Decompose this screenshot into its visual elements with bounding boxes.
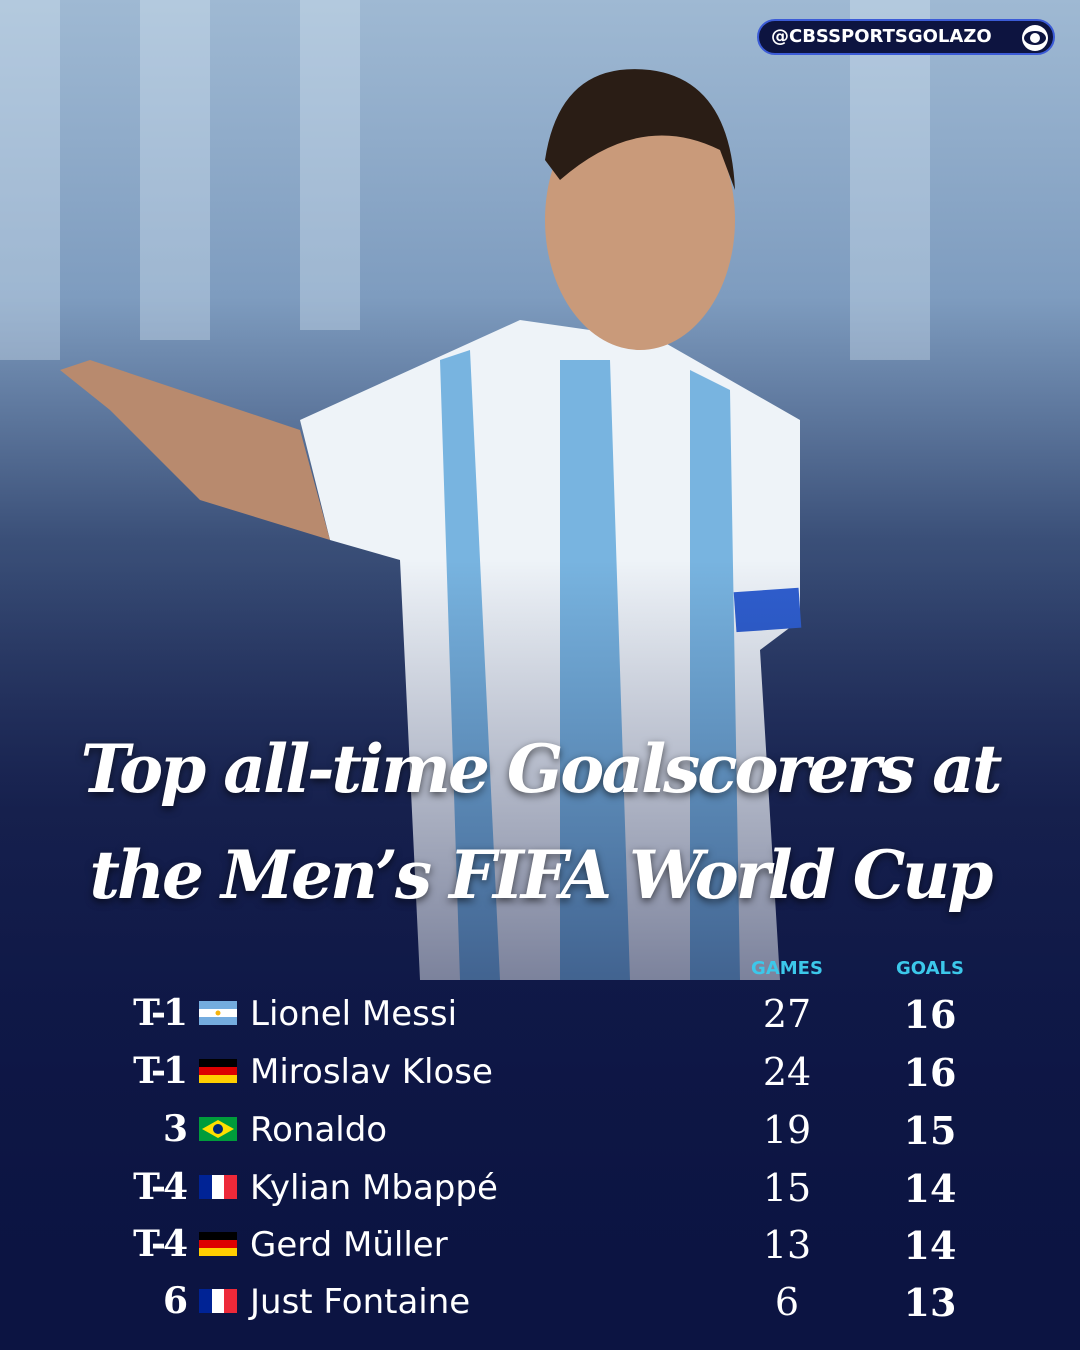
flag <box>199 1117 237 1141</box>
table-row: T-4 Gerd Müller 13 14 <box>0 1215 1080 1273</box>
title-line: Top all-time Goalscorers at <box>80 730 1003 808</box>
rank: T-4 <box>133 1166 188 1208</box>
handle-text: @CBSSPORTSGOLAZO <box>771 26 992 47</box>
goals: 13 <box>903 1280 957 1325</box>
flag <box>199 1059 237 1083</box>
goals: 15 <box>903 1108 957 1153</box>
table-row: T-1 Miroslav Klose 24 16 <box>0 1042 1080 1100</box>
rank: T-1 <box>133 992 188 1034</box>
goals: 14 <box>903 1166 957 1211</box>
column-header: GOALS <box>896 958 964 979</box>
rank: T-4 <box>133 1223 188 1265</box>
table-row: T-1 Lionel Messi 27 16 <box>0 984 1080 1042</box>
games: 27 <box>762 992 812 1036</box>
flag <box>199 1001 237 1025</box>
cbs-logo <box>1022 25 1048 51</box>
table-row: T-4 Kylian Mbappé 15 14 <box>0 1158 1080 1216</box>
games: 15 <box>762 1166 812 1210</box>
table-row: 3 Ronaldo 19 15 <box>0 1100 1080 1158</box>
rank: 3 <box>162 1108 188 1150</box>
flag <box>199 1175 237 1199</box>
player: Ronaldo <box>250 1110 388 1150</box>
player: Just Fontaine <box>250 1282 471 1322</box>
flag <box>199 1232 237 1256</box>
games: 13 <box>762 1223 812 1267</box>
social-handle: @CBSSPORTSGOLAZO <box>757 19 1055 55</box>
games: 6 <box>774 1280 800 1324</box>
goals: 16 <box>903 1050 957 1095</box>
rank: T-1 <box>133 1050 188 1092</box>
title-line: the Men’s FIFA World Cup <box>89 836 994 914</box>
table-row: 6 Just Fontaine 6 13 <box>0 1272 1080 1330</box>
goals: 14 <box>903 1223 957 1268</box>
column-header: GAMES <box>751 958 823 979</box>
games: 24 <box>762 1050 812 1094</box>
player: Kylian Mbappé <box>250 1168 498 1208</box>
rank: 6 <box>162 1280 188 1322</box>
player: Lionel Messi <box>250 994 458 1034</box>
player: Miroslav Klose <box>250 1052 493 1092</box>
flag <box>199 1289 237 1313</box>
games: 19 <box>762 1108 812 1152</box>
player: Gerd Müller <box>250 1225 448 1265</box>
goals: 16 <box>903 992 957 1037</box>
